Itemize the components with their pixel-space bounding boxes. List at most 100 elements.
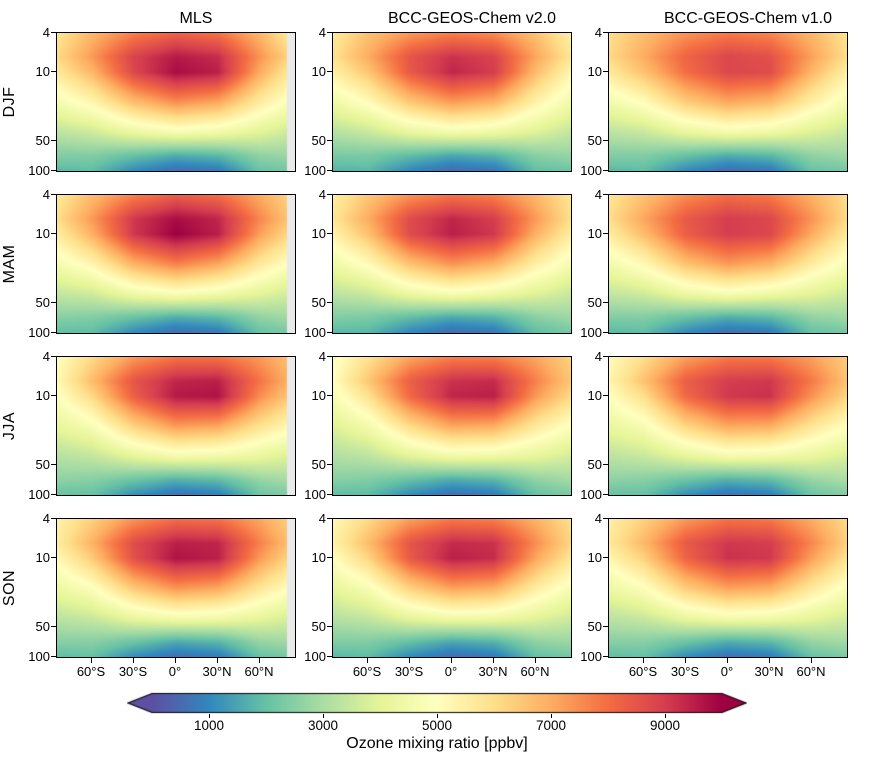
y-tick-mark xyxy=(327,32,332,33)
y-tick-label: 50 xyxy=(35,457,50,473)
colorbar-tick-label: 3000 xyxy=(307,718,339,733)
y-tick-mark xyxy=(51,518,56,519)
panel-mam-col3: 4 10 50 100 xyxy=(580,188,848,339)
colorbar-label: Ozone mixing ratio [ppbv] xyxy=(346,735,528,752)
y-tick-label: 50 xyxy=(35,295,50,311)
colorbar-tick-mark xyxy=(209,714,210,718)
season-cell-mam: MAM xyxy=(0,194,20,334)
y-tick-label: 10 xyxy=(311,388,326,404)
y-tick-label: 50 xyxy=(35,619,50,635)
x-tick-label: 30°S xyxy=(118,664,148,679)
y-tick-label: 50 xyxy=(311,295,326,311)
y-tick-mark xyxy=(51,494,56,495)
row-label-djf: DJF xyxy=(1,86,18,118)
panel-son-col2: 4 10 50 100 60°S 30°S 0° 30°N 60°N xyxy=(304,512,572,678)
season-cell-son: SON xyxy=(0,518,20,658)
x-tick-mark xyxy=(217,658,218,663)
panel-grid: DJF 4 10 50 100 4 10 50 100 4 10 50 100 MAM 4 10 50 100 4 1… xyxy=(0,26,874,678)
y-tick-mark xyxy=(51,71,56,73)
colorbar-ticks: 1000 3000 5000 7000 9000 xyxy=(127,714,747,734)
colorbar-tick-label: 1000 xyxy=(193,718,225,733)
y-tick-mark xyxy=(603,332,608,333)
y-tick-label: 4 xyxy=(42,187,50,202)
x-tick-mark xyxy=(175,658,176,663)
colorbar-canvas xyxy=(127,692,747,714)
y-tick-mark xyxy=(603,140,608,142)
y-tick-mark xyxy=(603,302,608,304)
colorbar-tick-mark xyxy=(665,714,666,718)
y-tick-mark xyxy=(327,332,332,333)
y-tick-label: 100 xyxy=(304,163,326,178)
y-tick-label: 100 xyxy=(304,325,326,340)
y-tick-label: 10 xyxy=(587,64,602,80)
y-tick-label: 10 xyxy=(311,64,326,80)
figure-row-djf: DJF 4 10 50 100 4 10 50 100 4 10 50 100 xyxy=(0,26,874,177)
x-tick-mark xyxy=(367,658,368,663)
y-tick-label: 4 xyxy=(318,511,326,526)
y-tick-mark xyxy=(51,302,56,304)
x-tick-mark xyxy=(409,658,410,663)
y-tick-label: 100 xyxy=(304,487,326,502)
y-tick-mark xyxy=(327,626,332,628)
y-tick-mark xyxy=(327,194,332,195)
figure-row-jja: JJA 4 10 50 100 4 10 50 100 4 10 50 100 xyxy=(0,350,874,501)
y-tick-label: 50 xyxy=(311,619,326,635)
row-label-jja: JJA xyxy=(1,411,18,441)
column-title-mls: MLS xyxy=(179,10,213,27)
y-tick-label: 4 xyxy=(594,349,602,364)
y-tick-label: 10 xyxy=(35,388,50,404)
x-tick-mark xyxy=(727,658,728,663)
y-tick-mark xyxy=(603,626,608,628)
y-tick-mark xyxy=(327,464,332,466)
x-tick-label: 0° xyxy=(168,664,182,679)
season-cell-djf: DJF xyxy=(0,32,20,172)
y-tick-label: 100 xyxy=(580,163,602,178)
colorbar-tick-label: 9000 xyxy=(649,718,681,733)
panel-djf-col1: 4 10 50 100 xyxy=(28,26,296,177)
figure-row-son: SON 4 10 50 100 60°S 30°S 0° 30°N 60°N 4 10 50 100 60°… xyxy=(0,512,874,678)
y-tick-mark xyxy=(603,494,608,495)
x-tick-label: 30°N xyxy=(754,664,784,679)
y-tick-mark xyxy=(327,233,332,235)
column-title-v1: BCC-GEOS-Chem v1.0 xyxy=(663,10,833,27)
x-tick-mark xyxy=(811,658,812,663)
y-tick-label: 10 xyxy=(311,226,326,242)
y-tick-mark xyxy=(51,194,56,195)
y-tick-label: 4 xyxy=(594,187,602,202)
y-tick-mark xyxy=(51,557,56,559)
y-tick-mark xyxy=(603,356,608,357)
panel-djf-col3: 4 10 50 100 xyxy=(580,26,848,177)
y-tick-label: 4 xyxy=(42,25,50,40)
y-tick-label: 50 xyxy=(587,457,602,473)
y-tick-label: 100 xyxy=(580,487,602,502)
heatmap-son-col1 xyxy=(56,518,296,658)
y-tick-mark xyxy=(327,557,332,559)
colorbar-tick-label: 7000 xyxy=(535,718,567,733)
y-tick-label: 50 xyxy=(35,133,50,149)
panel-mam-col1: 4 10 50 100 xyxy=(28,188,296,339)
y-tick-label: 10 xyxy=(311,550,326,566)
y-tick-mark xyxy=(327,356,332,357)
y-tick-label: 50 xyxy=(311,457,326,473)
y-tick-mark xyxy=(51,140,56,142)
x-tick-mark xyxy=(493,658,494,663)
heatmap-son-col3 xyxy=(608,518,848,658)
y-tick-label: 50 xyxy=(587,133,602,149)
y-tick-label: 4 xyxy=(42,511,50,526)
figure-row-mam: MAM 4 10 50 100 4 10 50 100 4 10 50 100 xyxy=(0,188,874,339)
y-tick-label: 50 xyxy=(587,619,602,635)
x-tick-mark xyxy=(643,658,644,663)
x-tick-label: 30°S xyxy=(670,664,700,679)
y-tick-mark xyxy=(603,557,608,559)
y-tick-label: 10 xyxy=(35,64,50,80)
y-tick-mark xyxy=(603,71,608,73)
y-tick-mark xyxy=(51,332,56,333)
y-tick-label: 4 xyxy=(594,25,602,40)
y-tick-label: 10 xyxy=(587,226,602,242)
y-tick-mark xyxy=(327,140,332,142)
y-tick-mark xyxy=(51,32,56,33)
x-tick-mark xyxy=(91,658,92,663)
y-tick-mark xyxy=(603,464,608,466)
column-titles: MLS BCC-GEOS-Chem v2.0 BCC-GEOS-Chem v1.… xyxy=(20,8,874,32)
y-tick-mark xyxy=(327,656,332,657)
